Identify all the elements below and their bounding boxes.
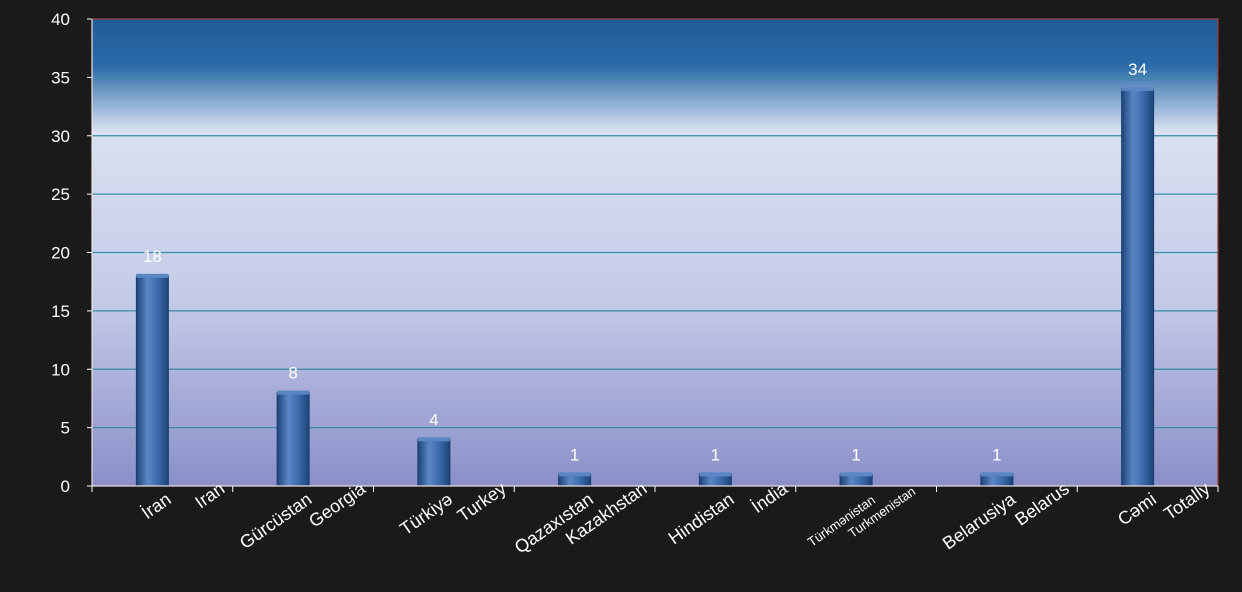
- bar-cap-7: [1121, 87, 1154, 92]
- y-tick-label-0: 0: [61, 477, 70, 496]
- bar-cap-2: [417, 437, 450, 442]
- data-label-5: 1: [851, 445, 860, 464]
- data-label-4: 1: [711, 445, 720, 464]
- y-tick-label-5: 5: [61, 419, 70, 438]
- bar-cap-0: [136, 273, 169, 278]
- bar-cap-1: [277, 390, 310, 395]
- axes: [87, 18, 1219, 492]
- y-tick-label-10: 10: [51, 360, 70, 379]
- y-tick-label-20: 20: [51, 244, 70, 263]
- bar-0: [135, 275, 169, 487]
- data-label-6: 1: [992, 445, 1001, 464]
- bar-cap-4: [699, 472, 732, 477]
- y-tick-label-25: 25: [51, 185, 70, 204]
- bar-cap-6: [980, 472, 1013, 477]
- data-label-1: 8: [288, 364, 297, 383]
- bar-1: [276, 392, 310, 487]
- data-label-0: 18: [143, 247, 162, 266]
- y-tick-label-15: 15: [51, 302, 70, 321]
- bar-cap-3: [558, 472, 591, 477]
- y-tick-label-35: 35: [51, 68, 70, 87]
- data-label-7: 34: [1128, 60, 1147, 79]
- bar-cap-5: [840, 472, 873, 477]
- data-label-2: 4: [429, 410, 438, 429]
- y-tick-label-30: 30: [51, 127, 70, 146]
- y-tick-label-40: 40: [51, 10, 70, 29]
- data-label-3: 1: [570, 445, 579, 464]
- bar-2: [417, 438, 451, 487]
- bar-7: [1121, 88, 1155, 487]
